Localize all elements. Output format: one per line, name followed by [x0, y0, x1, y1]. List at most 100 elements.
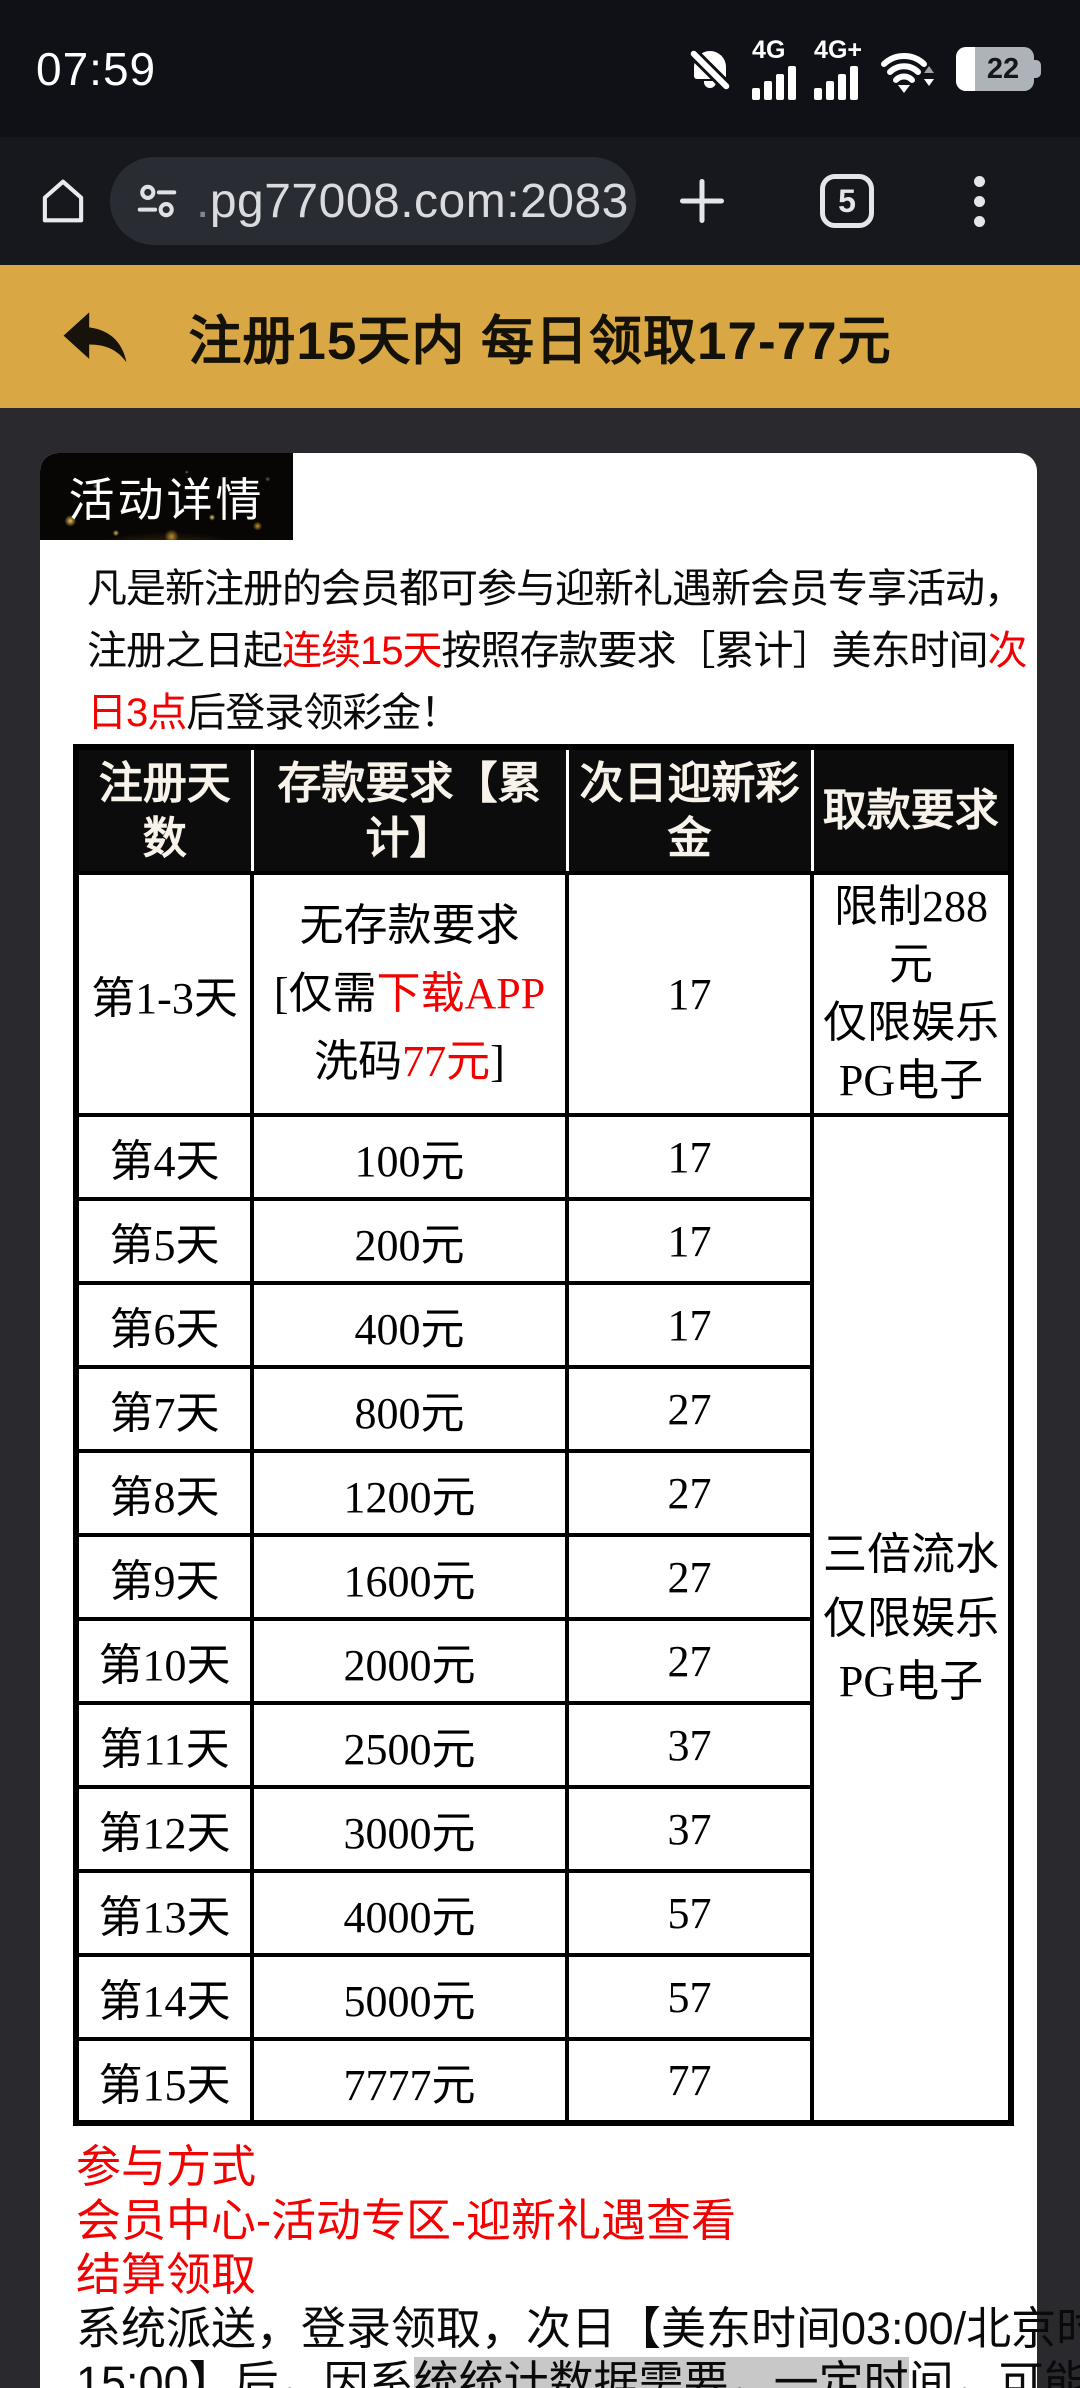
footer-red-line: 会员中心-活动专区-迎新礼遇查看	[76, 2195, 736, 2246]
status-bar: 07:59 4G 4G+	[0, 0, 1080, 137]
footer-notes: 参与方式 会员中心-活动专区-迎新礼遇查看 结算领取 系统派送，登录领取，次日【…	[76, 2140, 1080, 2388]
table-row-day: 第14天 5000元 57	[74, 1953, 1011, 2041]
table-row-day: 第8天 1200元 27	[74, 1449, 1011, 1537]
cell-bonus: 57	[565, 1953, 814, 2041]
cell-bonus: 27	[565, 1617, 814, 1705]
cell-deposit: 2500元	[250, 1701, 569, 1789]
content-card: 活动详情 凡是新注册的会员都可参与迎新礼遇新会员专享活动， 注册之日起连续15天…	[40, 453, 1080, 2388]
wifi-icon	[880, 43, 938, 95]
cell-bonus: 17	[565, 1197, 814, 1285]
cell-day: 第7天	[74, 1365, 254, 1453]
browser-toolbar: .pg77008.com:2083 5	[0, 137, 1080, 265]
intro-line: 日3点后登录领彩金！	[87, 691, 460, 735]
cellular-signal-icon-2: 4G+	[814, 35, 862, 100]
cell-day: 第9天	[74, 1533, 254, 1621]
home-icon	[42, 179, 84, 223]
cell-day: 第13天	[74, 1869, 254, 1957]
url-dim-prefix: .	[196, 174, 210, 228]
browser-menu-button[interactable]	[970, 172, 989, 231]
url-bar[interactable]: .pg77008.com:2083	[110, 157, 636, 245]
cell-day: 第8天	[74, 1449, 254, 1537]
cell-bonus: 27	[565, 1533, 814, 1621]
cell-bonus: 27	[565, 1449, 814, 1537]
cell-day: 第11天	[74, 1701, 254, 1789]
cell-deposit: 1600元	[250, 1533, 569, 1621]
cell-deposit: 400元	[250, 1281, 569, 1369]
back-button[interactable]	[52, 294, 138, 380]
cell-deposit: 2000元	[250, 1617, 569, 1705]
battery-percent: 22	[986, 52, 1020, 85]
cell-day: 第12天	[74, 1785, 254, 1873]
cell-deposit: 5000元	[250, 1953, 569, 2041]
header-register-days: 注册天数	[76, 747, 254, 875]
footer-red-line: 结算领取	[76, 2249, 257, 2300]
intro-paragraph: 凡是新注册的会员都可参与迎新礼遇新会员专享活动， 注册之日起连续15天按照存款要…	[87, 558, 1028, 744]
tab-switcher-button[interactable]: 5	[820, 174, 874, 228]
cell-withdraw-merged: 三倍流水 仅限娱乐 PG电子	[810, 1113, 1013, 2125]
table-header-row: 注册天数 存款要求【累计】 次日迎新彩金 取款要求	[76, 747, 1011, 875]
footer-red-line: 参与方式	[76, 2141, 257, 2192]
home-button[interactable]	[28, 166, 98, 236]
cell-deposit: 7777元	[250, 2037, 569, 2125]
notifications-muted-icon	[686, 45, 735, 94]
cellular-signal-icon-1: 4G	[752, 35, 797, 100]
network-type-label: 4G	[752, 35, 786, 64]
header-next-day-bonus: 次日迎新彩金	[567, 747, 814, 875]
intro-line: 凡是新注册的会员都可参与迎新礼遇新会员专享活动，	[87, 567, 1024, 611]
table-row-day: 第6天 400元 17	[74, 1281, 1011, 1369]
table-row-day: 第13天 4000元 57	[74, 1869, 1011, 1957]
cell-day: 第1-3天	[74, 871, 254, 1117]
cell-day: 第4天	[74, 1113, 254, 1201]
activity-details-badge: 活动详情	[40, 453, 293, 540]
table-row-day: 第12天 3000元 37	[74, 1785, 1011, 1873]
back-arrow-icon	[63, 311, 127, 362]
cell-deposit: 800元	[250, 1365, 569, 1453]
cell-bonus: 57	[565, 1869, 814, 1957]
table-row-day: 第11天 2500元 37	[74, 1701, 1011, 1789]
cell-day: 第6天	[74, 1281, 254, 1369]
footer-black-line: 系统派送，登录领取，次日【美东时间03:00/北京时间	[76, 2303, 1080, 2354]
intro-line: 注册之日起连续15天按照存款要求［累计］美东时间次	[87, 629, 1028, 673]
cell-bonus: 27	[565, 1365, 814, 1453]
bonus-table: 注册天数 存款要求【累计】 次日迎新彩金 取款要求 第1-3天 无存款要求 [仅需…	[73, 744, 1014, 2126]
new-tab-button[interactable]	[678, 177, 726, 225]
cell-day: 第5天	[74, 1197, 254, 1285]
cell-day: 第10天	[74, 1617, 254, 1705]
header-withdraw-requirement: 取款要求	[812, 747, 1011, 875]
table-body: 第1-3天 无存款要求 [仅需下载APP 洗码77元] 17 限制288 元仅限娱乐 P…	[74, 871, 1013, 2125]
page-header: 注册15天内 每日领取17-77元	[0, 265, 1080, 408]
url-text[interactable]: .pg77008.com:2083	[196, 174, 629, 229]
battery-icon: 22	[956, 46, 1041, 91]
table-row-day: 第9天 1600元 27	[74, 1533, 1011, 1621]
table-row-day: 第15天 7777元 77	[74, 2037, 1011, 2125]
cell-bonus: 17	[565, 1281, 814, 1369]
cell-deposit: 无存款要求 [仅需下载APP 洗码77元]	[250, 871, 569, 1117]
cell-day: 第15天	[74, 2037, 254, 2125]
cell-bonus: 37	[565, 1701, 814, 1789]
site-settings-icon	[137, 184, 177, 218]
page-title: 注册15天内 每日领取17-77元	[188, 311, 892, 371]
table-row-day: 第10天 2000元 27	[74, 1617, 1011, 1705]
cell-bonus: 17	[565, 871, 814, 1117]
cell-bonus: 77	[565, 2037, 814, 2125]
url-host: pg77008.com:2083	[209, 174, 629, 228]
cell-deposit: 100元	[250, 1113, 569, 1201]
clock: 07:59	[36, 42, 157, 95]
table-row-days-1-3: 第1-3天 无存款要求 [仅需下载APP 洗码77元] 17 限制288 元仅限娱乐 P…	[74, 871, 1013, 1117]
tab-count: 5	[838, 182, 856, 219]
badge-label: 活动详情	[68, 473, 265, 526]
cell-deposit: 200元	[250, 1197, 569, 1285]
cell-deposit: 4000元	[250, 1869, 569, 1957]
table-row-day: 第5天 200元 17	[74, 1197, 1011, 1285]
cell-deposit: 1200元	[250, 1449, 569, 1537]
cell-deposit: 3000元	[250, 1785, 569, 1873]
cell-bonus: 37	[565, 1785, 814, 1873]
network-type-label: 4G+	[814, 35, 862, 64]
cell-bonus: 17	[565, 1113, 814, 1201]
table-row-day: 第4天 100元 17 三倍流水 仅限娱乐 PG电子	[74, 1113, 1013, 2125]
table-row-day: 第7天 800元 27	[74, 1365, 1011, 1453]
status-icons: 4G 4G+ 22	[686, 35, 1044, 100]
cell-withdraw: 限制288 元仅限娱乐 PG电子	[810, 871, 1013, 1117]
footer-partial-line: 15:00】后，因系统统计数据需要，一定时间，可能会稍晚	[76, 2356, 1080, 2388]
